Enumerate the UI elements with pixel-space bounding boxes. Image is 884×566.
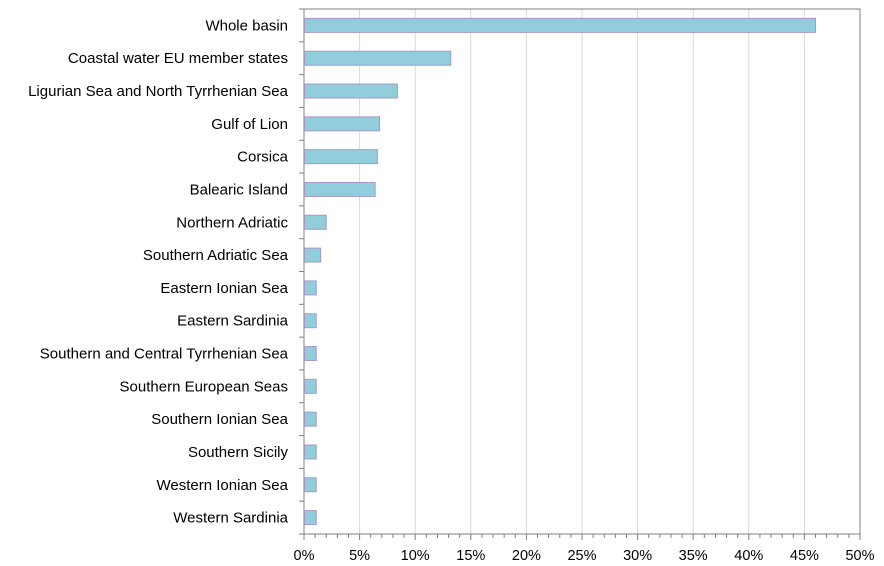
bar-5 [304, 181, 376, 197]
bar-0 [304, 17, 817, 33]
bar-2 [304, 83, 398, 99]
x-tick-labels: 0% 5% 10% 15% 20% 25% 30% 35% 40% 45% 50% [294, 548, 875, 564]
category-label-12: Southern Ionian Sea [151, 411, 288, 428]
x-tick-label-1: 5% [349, 548, 370, 564]
category-label-14: Western Ionian Sea [157, 477, 289, 494]
x-tick-label-2: 10% [401, 548, 430, 564]
category-label-15: Western Sardinia [173, 510, 288, 527]
x-tick-label-0: 0% [294, 548, 315, 564]
bars [304, 17, 817, 526]
category-label-10: Southern and Central Tyrrhenian Sea [40, 346, 289, 363]
x-tick-label-10: 50% [845, 548, 874, 564]
bar-4 [304, 149, 378, 165]
category-label-8: Eastern Ionian Sea [160, 280, 288, 297]
category-label-13: Southern Sicily [188, 444, 289, 461]
bar-9 [304, 313, 317, 329]
category-label-3: Gulf of Lion [211, 116, 288, 133]
grid-lines [359, 9, 861, 534]
axes [299, 8, 861, 540]
category-label-6: Northern Adriatic [176, 214, 288, 231]
category-label-7: Southern Adriatic Sea [143, 247, 289, 264]
bar-13 [304, 444, 317, 460]
x-tick-label-8: 40% [734, 548, 763, 564]
category-label-5: Balearic Island [190, 181, 288, 198]
x-tick-label-6: 30% [623, 548, 652, 564]
bar-1 [304, 50, 452, 66]
category-labels: Whole basin Coastal water EU member state… [28, 17, 289, 526]
bar-12 [304, 411, 317, 427]
bar-8 [304, 280, 317, 296]
category-label-9: Eastern Sardinia [177, 313, 289, 330]
bar-14 [304, 477, 317, 493]
x-tick-label-9: 45% [790, 548, 819, 564]
category-label-0: Whole basin [205, 17, 288, 34]
x-tick-label-7: 35% [679, 548, 708, 564]
bar-3 [304, 116, 381, 132]
bar-15 [304, 510, 317, 526]
bar-6 [304, 214, 327, 230]
bar-7 [304, 247, 322, 263]
category-label-11: Southern European Seas [120, 378, 288, 395]
category-label-4: Corsica [237, 149, 289, 166]
category-label-1: Coastal water EU member states [68, 50, 288, 67]
bar-10 [304, 346, 317, 362]
x-tick-label-5: 25% [567, 548, 596, 564]
bar-11 [304, 378, 317, 394]
x-tick-label-4: 20% [512, 548, 541, 564]
x-tick-label-3: 15% [456, 548, 485, 564]
category-label-2: Ligurian Sea and North Tyrrhenian Sea [28, 83, 289, 100]
